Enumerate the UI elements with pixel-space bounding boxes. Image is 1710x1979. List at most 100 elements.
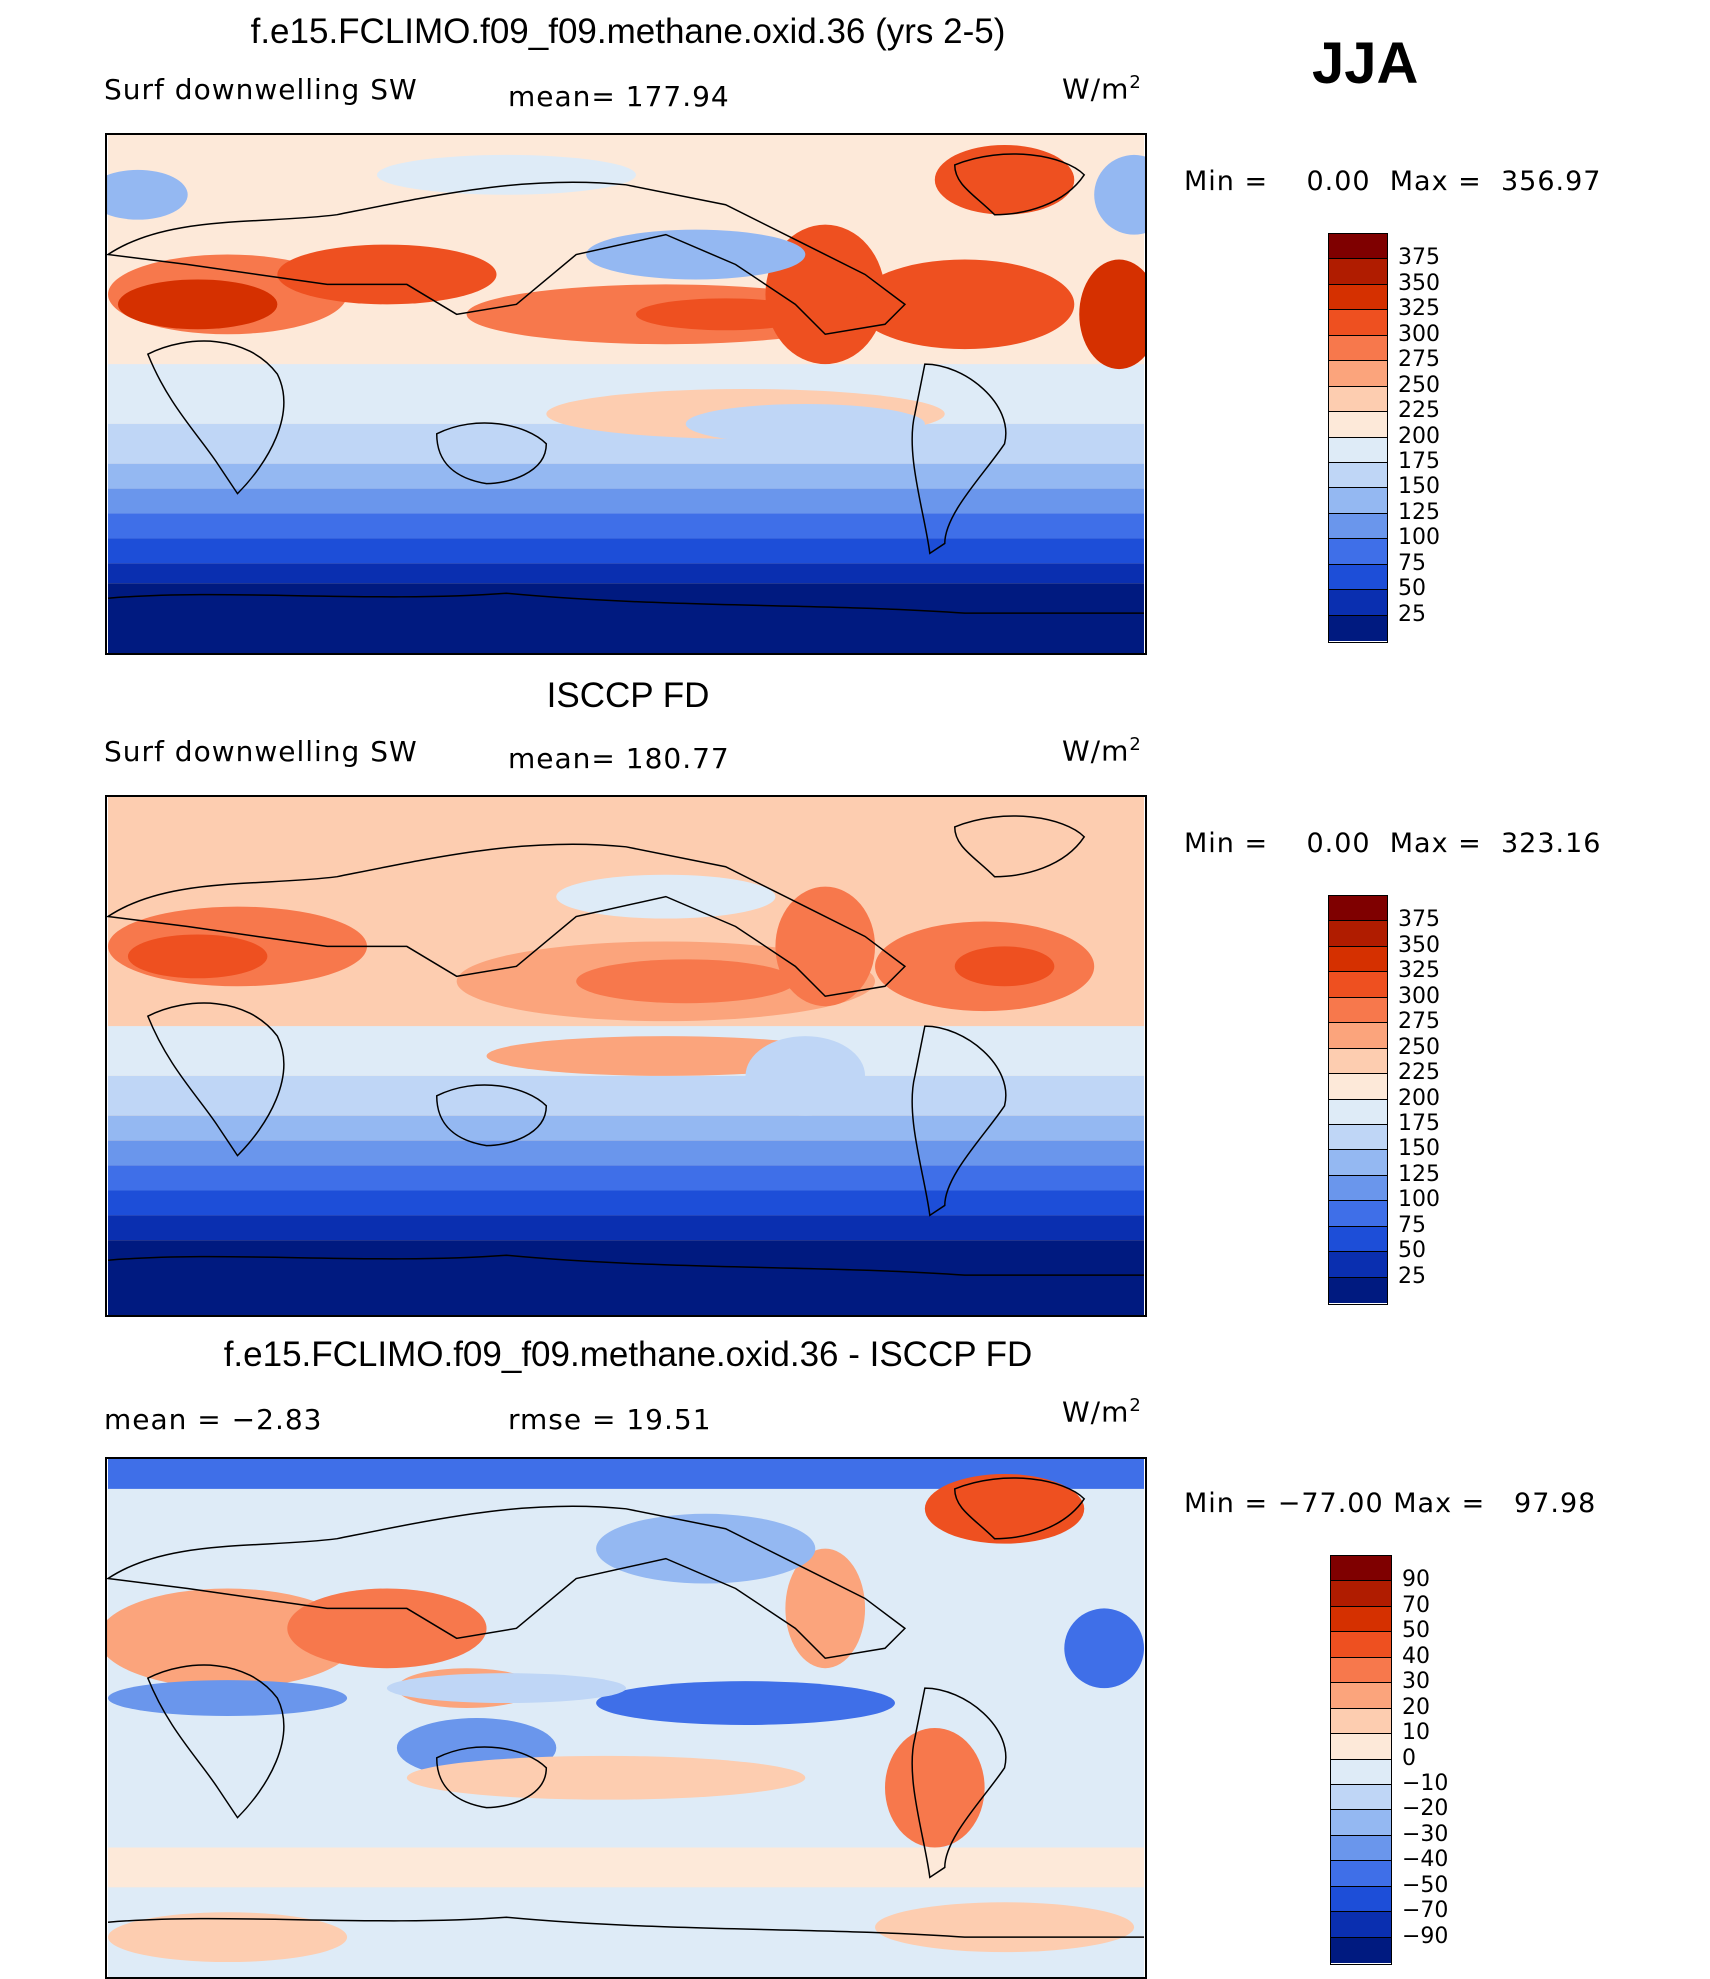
colorbar-tick-label: 75 — [1398, 1212, 1426, 1238]
map-difference — [105, 1457, 1147, 1979]
colorbar-swatch — [1329, 1099, 1387, 1125]
colorbar-swatch — [1329, 310, 1387, 336]
colorbar-tick-label: 150 — [1398, 474, 1440, 500]
colorbar-swatch — [1331, 1861, 1391, 1887]
colorbar-tick-label: 225 — [1398, 398, 1440, 424]
colorbar-tick-label: 50 — [1398, 576, 1426, 602]
colorbar-tick-label: 350 — [1398, 932, 1440, 958]
colorbar-swatch — [1329, 1023, 1387, 1049]
colorbar-swatch — [1331, 1784, 1391, 1811]
colorbar-tick-label: 200 — [1398, 423, 1440, 449]
mean-label: mean = −2.83 — [104, 1403, 323, 1436]
colorbar-tick-label: 100 — [1398, 1187, 1440, 1213]
colorbar-tick-label: 125 — [1398, 1161, 1440, 1187]
colorbar-tick-label: 125 — [1398, 499, 1440, 525]
colorbar-tick-label: 175 — [1398, 1110, 1440, 1136]
colorbar-swatch — [1331, 1810, 1391, 1836]
colorbar-swatch — [1331, 1734, 1391, 1760]
colorbar-tick-label: 325 — [1398, 296, 1440, 322]
colorbar-tick-label: −50 — [1402, 1872, 1449, 1898]
colorbar-swatch — [1329, 896, 1387, 922]
units-label: W/m2 — [1062, 1395, 1142, 1429]
season-label: JJA — [1312, 31, 1419, 96]
map-difference-field — [107, 1459, 1144, 1977]
colorbar-tick-label: 325 — [1398, 958, 1440, 984]
colorbar-swatch — [1329, 513, 1387, 540]
colorbar-tick-label: 375 — [1398, 907, 1440, 933]
colorbar-swatch — [1329, 1048, 1387, 1075]
colorbar-swatch — [1329, 539, 1387, 565]
colorbar-tick-label: −90 — [1402, 1923, 1449, 1949]
colorbar-swatch — [1329, 1124, 1387, 1151]
colorbar-tick-label: 20 — [1402, 1694, 1430, 1720]
colorbar-observation — [1328, 895, 1388, 1305]
map-model — [105, 133, 1147, 655]
colorbar-swatch — [1329, 361, 1387, 387]
colorbar-swatch — [1329, 615, 1387, 641]
colorbar-tick-label: 250 — [1398, 372, 1440, 398]
colorbar-tick-label: 150 — [1398, 1136, 1440, 1162]
colorbar-swatch — [1331, 1632, 1391, 1658]
colorbar-tick-label: 275 — [1398, 347, 1440, 373]
min-max-label: Min = −77.00 Max = 97.98 — [1184, 1488, 1597, 1519]
colorbar-swatch — [1329, 921, 1387, 947]
colorbar-difference — [1330, 1555, 1392, 1965]
colorbar-swatch — [1329, 437, 1387, 463]
colorbar-tick-label: 25 — [1398, 1263, 1426, 1289]
colorbar-swatch — [1329, 1150, 1387, 1176]
colorbar-tick-label: 70 — [1402, 1592, 1430, 1618]
colorbar-tick-label: −10 — [1402, 1770, 1449, 1796]
colorbar-tick-label: −20 — [1402, 1796, 1449, 1822]
colorbar-swatch — [1331, 1581, 1391, 1607]
colorbar-tick-label: 350 — [1398, 270, 1440, 296]
colorbar-swatch — [1331, 1886, 1391, 1913]
colorbar-swatch — [1329, 590, 1387, 616]
min-max-label: Min = 0.00 Max = 323.16 — [1184, 828, 1602, 859]
colorbar-swatch — [1329, 997, 1387, 1024]
colorbar-tick-label: 300 — [1398, 983, 1440, 1009]
map-model-field — [107, 135, 1145, 653]
colorbar-swatch — [1331, 1759, 1391, 1785]
colorbar-tick-label: 75 — [1398, 550, 1426, 576]
colorbar-tick-label: 275 — [1398, 1009, 1440, 1035]
map-observation — [105, 795, 1147, 1317]
colorbar-swatch — [1329, 488, 1387, 514]
colorbar-tick-label: 300 — [1398, 321, 1440, 347]
colorbar-swatch — [1329, 972, 1387, 998]
colorbar-tick-label: 90 — [1402, 1567, 1430, 1593]
colorbar-swatch — [1329, 284, 1387, 311]
colorbar-swatch — [1329, 462, 1387, 489]
rmse-label: rmse = 19.51 — [508, 1403, 712, 1436]
colorbar-swatch — [1329, 1201, 1387, 1227]
colorbar-swatch — [1329, 1252, 1387, 1278]
mean-label: mean= 177.94 — [508, 80, 730, 113]
colorbar-tick-label: −30 — [1402, 1821, 1449, 1847]
colorbar-tick-label: −40 — [1402, 1847, 1449, 1873]
variable-label: Surf downwelling SW — [104, 735, 418, 768]
colorbar-swatch — [1329, 1226, 1387, 1253]
colorbar-swatch — [1329, 946, 1387, 973]
colorbar-tick-label: −70 — [1402, 1898, 1449, 1924]
panel-title: f.e15.FCLIMO.f09_f09.methane.oxid.36 - I… — [223, 1335, 1033, 1374]
colorbar-tick-label: 50 — [1402, 1618, 1430, 1644]
colorbar-swatch — [1329, 1277, 1387, 1303]
colorbar-swatch — [1331, 1683, 1391, 1709]
colorbar-tick-label: 0 — [1402, 1745, 1416, 1771]
colorbar-tick-label: 25 — [1398, 601, 1426, 627]
colorbar-swatch — [1331, 1912, 1391, 1938]
colorbar-swatch — [1329, 259, 1387, 285]
colorbar-tick-label: 225 — [1398, 1060, 1440, 1086]
units-label: W/m2 — [1062, 72, 1142, 106]
colorbar-tick-label: 40 — [1402, 1643, 1430, 1669]
colorbar-swatch — [1329, 234, 1387, 260]
panel-title: ISCCP FD — [546, 676, 710, 715]
colorbar-swatch — [1329, 564, 1387, 591]
colorbar-swatch — [1329, 386, 1387, 413]
colorbar-swatch — [1331, 1708, 1391, 1735]
colorbar-tick-label: 50 — [1398, 1238, 1426, 1264]
colorbar-swatch — [1329, 1074, 1387, 1100]
colorbar-model — [1328, 233, 1388, 643]
colorbar-swatch — [1331, 1556, 1391, 1582]
colorbar-tick-label: 375 — [1398, 245, 1440, 271]
colorbar-tick-label: 10 — [1402, 1720, 1430, 1746]
